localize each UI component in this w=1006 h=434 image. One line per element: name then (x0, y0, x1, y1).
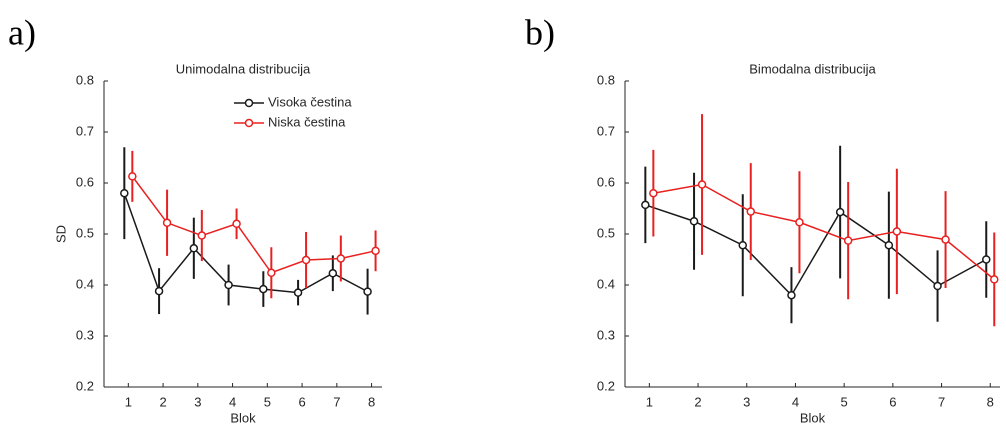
y-tick-label: 0.8 (76, 72, 94, 87)
marker (293, 288, 303, 297)
marker (301, 255, 311, 265)
marker (128, 172, 137, 181)
x-tick-label: 8 (368, 394, 375, 409)
y-axis-label: SD (53, 225, 68, 243)
marker (189, 244, 199, 253)
panel-label: a) (8, 12, 36, 52)
y-tick-label: 0.5 (597, 225, 615, 240)
y-tick-label: 0.4 (597, 276, 615, 291)
marker (224, 280, 233, 290)
marker (197, 231, 207, 240)
x-tick-label: 7 (938, 394, 945, 409)
y-tick-label: 0.3 (76, 327, 94, 342)
marker (795, 218, 804, 227)
marker (232, 219, 241, 229)
marker (328, 269, 338, 278)
chart-title: Unimodalna distribucija (176, 61, 311, 76)
x-tick-label: 4 (229, 394, 236, 409)
x-tick-label: 2 (159, 394, 166, 409)
marker (154, 286, 164, 296)
legend-marker (244, 98, 254, 108)
x-tick-label: 5 (841, 394, 848, 409)
x-tick-label: 8 (987, 394, 994, 409)
legend-label: Niska čestina (268, 114, 346, 129)
x-tick-label: 6 (298, 394, 305, 409)
marker (259, 284, 268, 294)
marker (892, 227, 902, 236)
y-tick-label: 0.4 (76, 276, 94, 291)
marker (787, 290, 796, 300)
marker (120, 188, 129, 198)
x-tick-label: 1 (125, 394, 132, 409)
x-tick-label: 6 (889, 394, 896, 409)
legend-label: Visoka čestina (268, 94, 352, 109)
marker (336, 254, 346, 263)
marker (363, 287, 372, 296)
x-tick-label: 3 (194, 394, 201, 409)
y-tick-label: 0.7 (597, 123, 615, 138)
x-tick-label: 3 (743, 394, 750, 409)
x-tick-label: 7 (333, 394, 340, 409)
marker (371, 246, 380, 256)
y-tick-label: 0.7 (76, 123, 94, 138)
panel-label: b) (525, 12, 555, 52)
marker (641, 200, 650, 210)
x-axis-label: Blok (800, 410, 826, 425)
x-axis-label: Blok (230, 410, 256, 425)
marker (689, 217, 699, 226)
marker (649, 188, 658, 198)
y-tick-label: 0.2 (597, 378, 615, 393)
marker (162, 218, 172, 228)
y-tick-label: 0.8 (597, 72, 615, 87)
series-line (653, 183, 995, 280)
marker (933, 281, 942, 291)
marker (267, 268, 276, 278)
marker (697, 180, 707, 189)
marker (990, 275, 999, 284)
x-tick-label: 4 (792, 394, 799, 409)
y-tick-label: 0.6 (597, 174, 615, 189)
marker (738, 240, 748, 250)
series-line (123, 192, 368, 294)
marker (843, 236, 853, 245)
y-tick-label: 0.5 (76, 225, 94, 240)
marker (746, 207, 756, 216)
x-tick-label: 5 (264, 394, 271, 409)
x-tick-label: 1 (646, 394, 653, 409)
y-tick-label: 0.3 (597, 327, 615, 342)
marker (835, 207, 845, 217)
marker (941, 235, 950, 244)
x-tick-label: 2 (694, 394, 701, 409)
legend-marker (244, 118, 254, 128)
y-tick-label: 0.6 (76, 174, 94, 189)
marker (884, 240, 894, 250)
series-line (131, 175, 376, 274)
marker (982, 255, 991, 264)
chart-title: Bimodalna distribucija (749, 61, 876, 76)
y-tick-label: 0.2 (76, 378, 94, 393)
